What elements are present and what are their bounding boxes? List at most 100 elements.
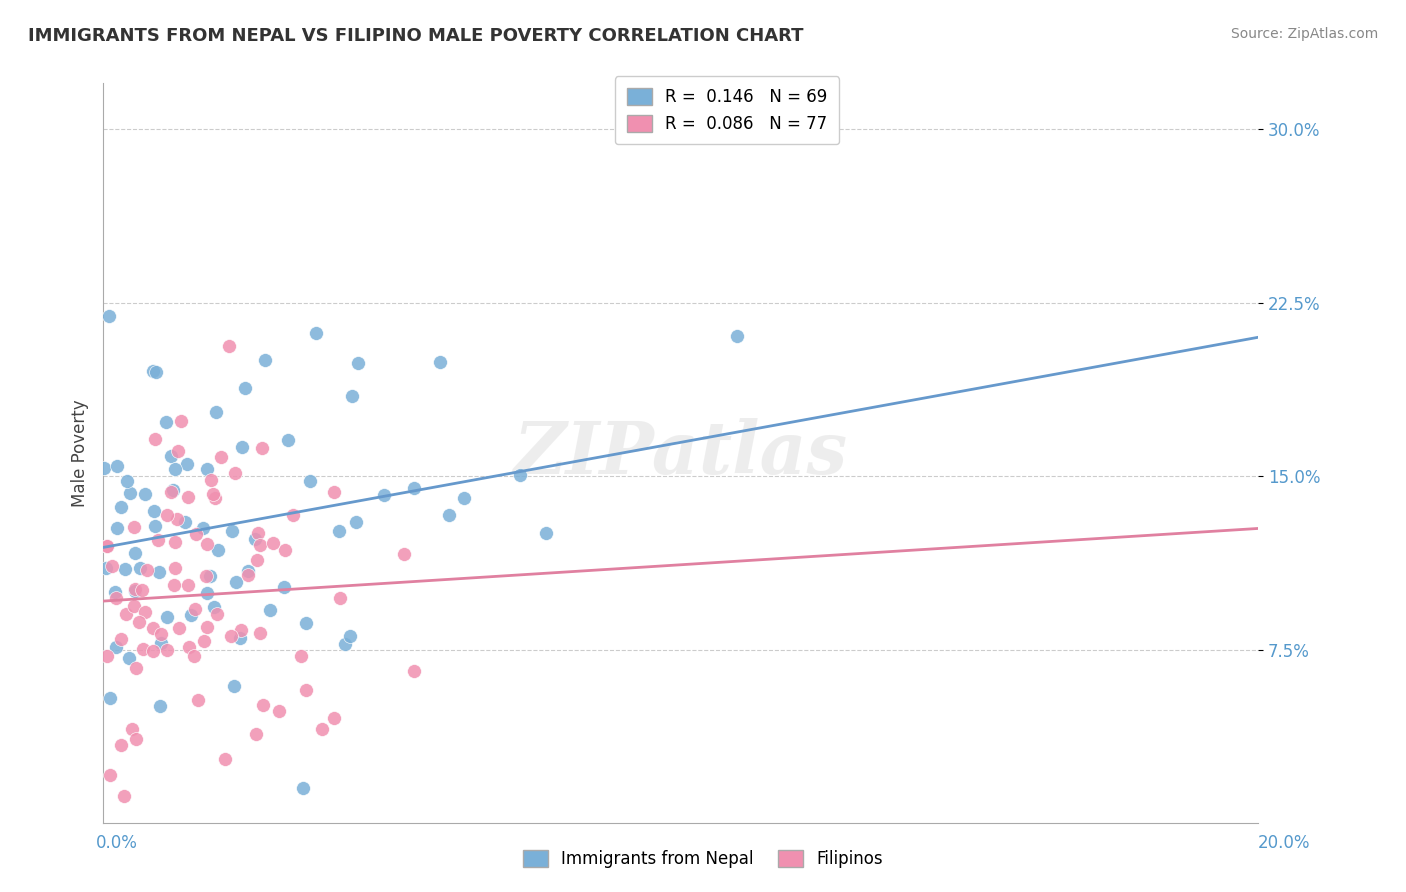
Point <box>437 508 460 523</box>
Point <box>98 690 121 705</box>
Point <box>329 591 352 605</box>
Point <box>183 648 205 663</box>
Point <box>205 607 228 622</box>
Point <box>174 515 197 529</box>
Point <box>214 752 236 766</box>
Point <box>243 532 266 546</box>
Point <box>122 519 145 533</box>
Point <box>250 441 273 455</box>
Point <box>392 547 415 561</box>
Point <box>96 539 118 553</box>
Point <box>115 475 138 489</box>
Point <box>122 599 145 613</box>
Point <box>283 508 305 522</box>
Point <box>124 731 146 746</box>
Point <box>104 585 127 599</box>
Point <box>177 640 200 655</box>
Text: 0.0%: 0.0% <box>96 834 138 852</box>
Point <box>534 526 557 541</box>
Point <box>328 524 350 538</box>
Point <box>195 585 218 599</box>
Point <box>219 630 242 644</box>
Point <box>333 637 356 651</box>
Point <box>224 679 246 693</box>
Point <box>134 487 156 501</box>
Point <box>136 563 159 577</box>
Point <box>96 561 118 575</box>
Point <box>114 561 136 575</box>
Point <box>124 546 146 560</box>
Text: ZIPatlas: ZIPatlas <box>513 417 848 489</box>
Point <box>163 535 186 549</box>
Point <box>373 488 395 502</box>
Point <box>142 621 165 635</box>
Point <box>294 682 316 697</box>
Point <box>162 578 184 592</box>
Point <box>233 381 256 395</box>
Point <box>254 352 277 367</box>
Point <box>305 326 328 340</box>
Text: 20.0%: 20.0% <box>1258 834 1310 852</box>
Point <box>224 466 246 480</box>
Point <box>96 648 118 663</box>
Point <box>429 355 451 369</box>
Point <box>165 461 187 475</box>
Point <box>105 521 128 535</box>
Point <box>273 580 295 594</box>
Point <box>277 434 299 448</box>
Point <box>132 642 155 657</box>
Point <box>311 722 333 736</box>
Point <box>134 606 156 620</box>
Point <box>114 607 136 621</box>
Point <box>150 636 173 650</box>
Point <box>453 491 475 505</box>
Point <box>93 461 115 475</box>
Point <box>262 535 284 549</box>
Point <box>295 616 318 631</box>
Point <box>125 661 148 675</box>
Point <box>249 538 271 552</box>
Point <box>245 553 267 567</box>
Point <box>202 600 225 615</box>
Point <box>229 623 252 637</box>
Point <box>339 628 361 642</box>
Point <box>509 467 531 482</box>
Point <box>167 444 190 458</box>
Point <box>143 519 166 533</box>
Point <box>112 789 135 803</box>
Point <box>186 526 208 541</box>
Y-axis label: Male Poverty: Male Poverty <box>72 400 89 507</box>
Point <box>131 582 153 597</box>
Point <box>323 485 346 500</box>
Point <box>274 542 297 557</box>
Point <box>170 413 193 427</box>
Point <box>159 449 181 463</box>
Point <box>110 632 132 647</box>
Point <box>298 474 321 488</box>
Point <box>155 415 177 429</box>
Point <box>218 339 240 353</box>
Point <box>146 533 169 547</box>
Point <box>245 726 267 740</box>
Point <box>195 536 218 550</box>
Point <box>96 539 118 553</box>
Point <box>128 615 150 629</box>
Point <box>209 450 232 464</box>
Point <box>143 432 166 446</box>
Point <box>194 569 217 583</box>
Legend: Immigrants from Nepal, Filipinos: Immigrants from Nepal, Filipinos <box>516 843 890 875</box>
Point <box>344 516 367 530</box>
Text: Source: ZipAtlas.com: Source: ZipAtlas.com <box>1230 27 1378 41</box>
Point <box>252 698 274 713</box>
Point <box>404 664 426 678</box>
Point <box>291 780 314 795</box>
Point <box>97 310 120 324</box>
Point <box>191 521 214 535</box>
Point <box>166 511 188 525</box>
Point <box>322 711 344 725</box>
Point <box>195 461 218 475</box>
Point <box>142 364 165 378</box>
Point <box>105 458 128 473</box>
Text: IMMIGRANTS FROM NEPAL VS FILIPINO MALE POVERTY CORRELATION CHART: IMMIGRANTS FROM NEPAL VS FILIPINO MALE P… <box>28 27 804 45</box>
Point <box>148 565 170 579</box>
